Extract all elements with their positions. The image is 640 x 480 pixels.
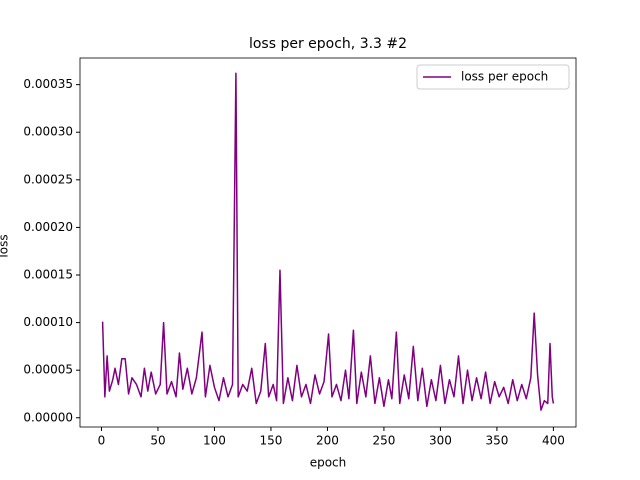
- x-tick-label: 400: [542, 434, 565, 448]
- x-tick-label: 200: [316, 434, 339, 448]
- y-tick-label: 0.00015: [23, 268, 73, 282]
- y-tick-label: 0.00030: [23, 125, 73, 139]
- chart-title: loss per epoch, 3.3 #2: [249, 36, 407, 52]
- y-tick-label: 0.00035: [23, 77, 73, 91]
- legend-box: [416, 64, 570, 90]
- y-tick-label: 0.00020: [23, 220, 73, 234]
- axes-frame: [79, 57, 577, 428]
- x-tick-label: 350: [485, 434, 508, 448]
- x-axis-label: epoch: [310, 456, 347, 470]
- y-axis-label: loss: [0, 234, 11, 257]
- x-tick-label: 300: [429, 434, 452, 448]
- y-tick-label: 0.00010: [23, 315, 73, 329]
- x-tick-label: 0: [98, 434, 106, 448]
- y-tick-label: 0.00000: [23, 410, 73, 424]
- data-line: [101, 72, 555, 411]
- x-tick-label: 250: [372, 434, 395, 448]
- x-tick-label: 50: [150, 434, 165, 448]
- x-tick-label: 100: [203, 434, 226, 448]
- x-tick-label: 150: [259, 434, 282, 448]
- y-tick-label: 0.00025: [23, 172, 73, 186]
- y-tick-label: 0.00005: [23, 363, 73, 377]
- legend-label: loss per epoch: [461, 70, 548, 84]
